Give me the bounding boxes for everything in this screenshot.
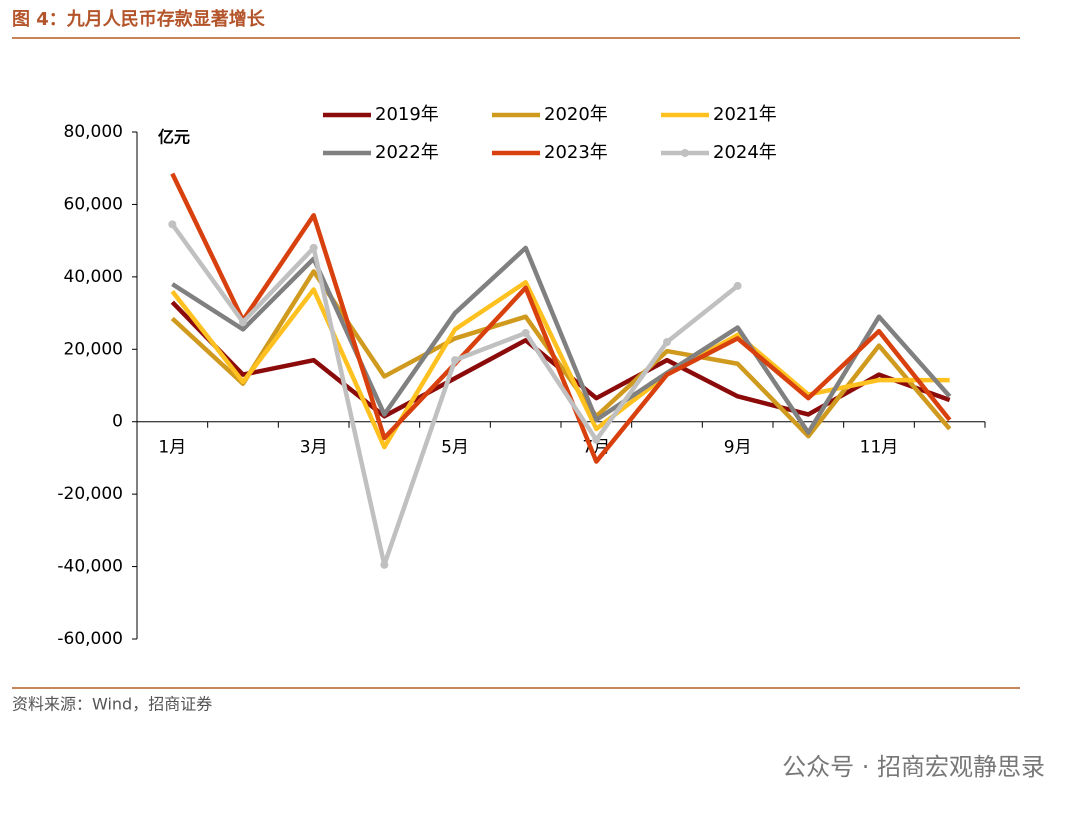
unit-label: 亿元: [158, 128, 190, 147]
watermark: 公众号 · 招商宏观静思录: [782, 753, 1045, 781]
point: [592, 435, 601, 444]
point: [380, 560, 389, 569]
y-tick-label: 60,000: [64, 194, 123, 214]
y-tick-label: 80,000: [64, 122, 123, 142]
x-tick-label: 9月: [724, 438, 752, 458]
point: [451, 356, 459, 365]
point: [168, 220, 177, 229]
y-tick-label: 0: [112, 412, 123, 432]
series-line: [171, 245, 952, 435]
legend-label: 2021年: [713, 104, 777, 125]
chart-title: 图 4：九月人民币存款显著增长: [12, 8, 266, 30]
x-tick-label: 5月: [441, 438, 469, 458]
point: [663, 338, 671, 347]
legend-marker: [681, 149, 689, 157]
x-tick-label: 11月: [860, 438, 899, 458]
y-tick-label: 20,000: [64, 339, 123, 359]
point: [239, 318, 247, 327]
legend-label: 2020年: [544, 104, 608, 125]
legend-label: 2022年: [375, 142, 439, 163]
series-line: [170, 269, 952, 439]
source: 资料来源：Wind，招商证券: [12, 695, 212, 714]
y-tick-label: 40,000: [64, 267, 123, 287]
y-tick-label: -40,000: [57, 557, 123, 577]
legend-label: 2019年: [375, 104, 439, 125]
series-line: [170, 280, 950, 450]
point: [733, 281, 742, 290]
series-line: [170, 172, 952, 464]
x-tick-label: 3月: [300, 438, 328, 458]
y-tick-label: -60,000: [57, 629, 123, 649]
point: [309, 243, 318, 252]
point: [521, 328, 530, 337]
y-tick-label: -20,000: [57, 484, 123, 504]
legend-label: 2023年: [544, 142, 608, 163]
legend-label: 2024年: [713, 142, 777, 163]
x-tick-label: 1月: [158, 438, 186, 458]
